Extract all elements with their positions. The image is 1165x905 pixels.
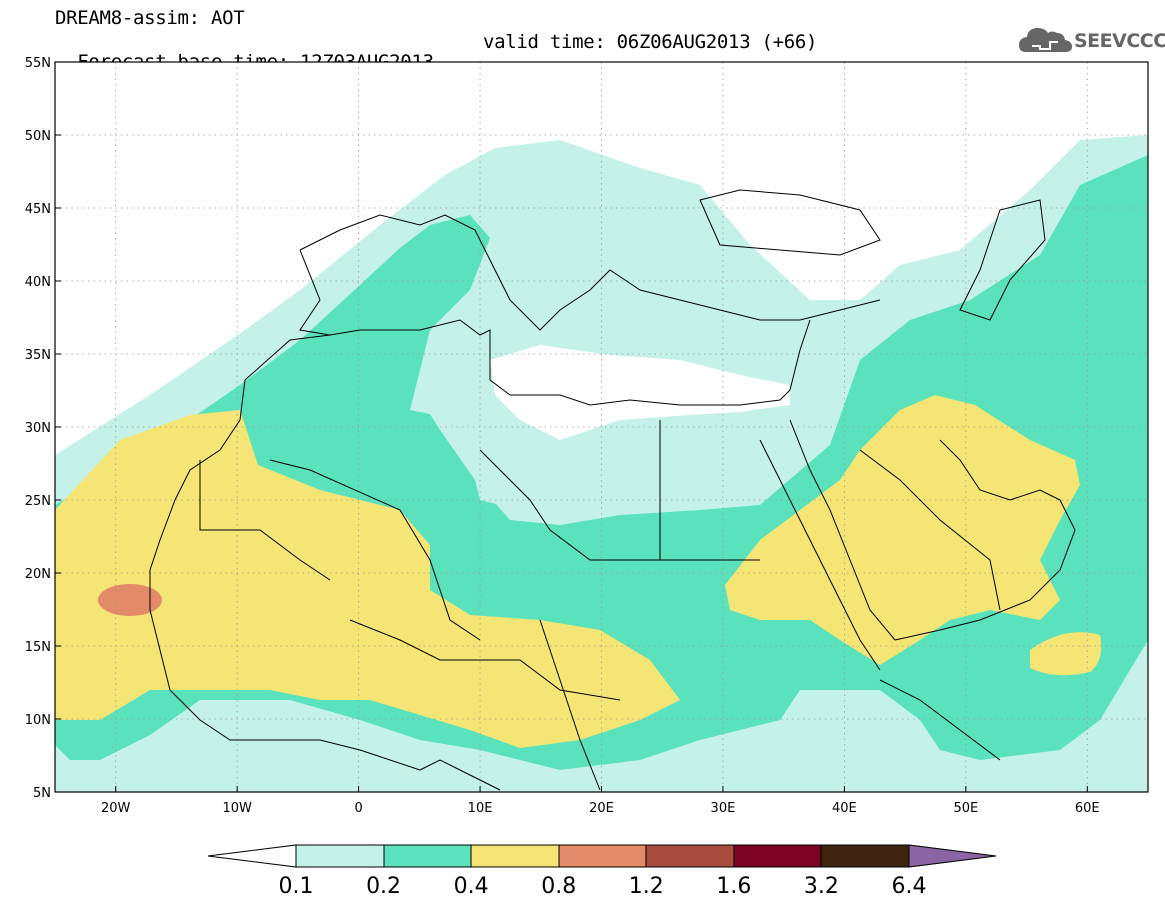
map-title: DREAM8-assim: AOT (55, 7, 245, 29)
border-2 (479, 449, 660, 561)
europe-coast (299, 214, 881, 331)
colorbar-label: 0.2 (366, 874, 401, 899)
lon-label: 10W (222, 801, 252, 816)
lat-label: 5N (33, 786, 51, 801)
colorbar-c6 (733, 844, 822, 868)
lon-label: 10E (468, 801, 493, 816)
grid-lines (55, 62, 1148, 792)
border-3 (659, 420, 760, 561)
lon-label: 40E (832, 801, 857, 816)
border-7 (859, 449, 1001, 611)
border-1 (269, 459, 481, 641)
arabian-coast (894, 439, 1076, 641)
lat-label: 25N (25, 494, 51, 509)
border-6 (539, 619, 601, 791)
lon-label: 50E (953, 801, 978, 816)
colorbar-label: 0.4 (454, 874, 489, 899)
border-5 (349, 619, 621, 701)
colorbar-above-triangle (908, 844, 997, 868)
valid-time: valid time: 06Z06AUG2013 (+66) (483, 31, 818, 53)
lat-label: 30N (25, 421, 51, 436)
colorbar-c4 (558, 844, 647, 868)
seevccc-logo: SEEVCCC (1018, 22, 1165, 56)
colorbar-label: 1.2 (629, 874, 664, 899)
lon-label: 0 (354, 801, 362, 816)
aot-band-0.4-west (55, 410, 680, 748)
west-africa-coast (149, 419, 421, 771)
north-africa-coast (239, 319, 791, 421)
colorbar-label: 0.8 (541, 874, 576, 899)
black-sea (699, 189, 881, 256)
lat-label: 40N (25, 275, 51, 290)
lat-label: 50N (25, 129, 51, 144)
colorbar-c2 (383, 844, 472, 868)
gulf-guinea-coast (419, 759, 501, 791)
gulf-of-aden (879, 679, 1001, 761)
aot-shading (55, 62, 1148, 792)
lon-label: 20E (589, 801, 614, 816)
colorbar-below-triangle (207, 844, 297, 868)
red-sea-west (759, 439, 881, 671)
colorbar-c3 (470, 844, 560, 868)
colorbar-label: 6.4 (892, 874, 927, 899)
lat-label: 55N (25, 56, 51, 71)
lat-label: 10N (25, 713, 51, 728)
colorbar-label: 1.6 (716, 874, 751, 899)
border-4 (199, 460, 331, 581)
colorbar-label: 0.1 (279, 874, 314, 899)
aot-band-0.4-oman (1030, 632, 1102, 676)
lon-label: 20W (101, 801, 131, 816)
lat-label: 35N (25, 348, 51, 363)
red-sea-east (789, 419, 896, 641)
lat-label: 15N (25, 640, 51, 655)
colorbar-c5 (645, 844, 735, 868)
aot-band-0.4-east (725, 395, 1080, 665)
colorbar-labels: 0.1 0.2 0.4 0.8 1.2 1.6 3.2 6.4 (279, 874, 927, 899)
lon-label: 60E (1075, 801, 1100, 816)
colorbar (207, 844, 997, 868)
lat-axis: 55N 50N 45N 40N 35N 30N 25N 20N 15N 10N 5N (25, 56, 61, 801)
cloud-icon (1019, 28, 1072, 52)
logo-text: SEEVCCC (1074, 30, 1165, 52)
turkey-levant (789, 319, 811, 391)
lon-label: 30E (711, 801, 736, 816)
colorbar-label: 3.2 (804, 874, 839, 899)
colorbar-c7 (820, 844, 910, 868)
caspian (959, 199, 1046, 321)
aot-white-med (490, 345, 790, 440)
iberia (299, 249, 331, 336)
aot-band-0.8 (98, 584, 162, 616)
lon-axis: 20W 10W 0 10E 20E 30E 40E 50E 60E (101, 786, 1100, 816)
coastlines (149, 189, 1076, 791)
lat-label: 20N (25, 567, 51, 582)
colorbar-c1 (295, 844, 385, 868)
lat-label: 45N (25, 202, 51, 217)
